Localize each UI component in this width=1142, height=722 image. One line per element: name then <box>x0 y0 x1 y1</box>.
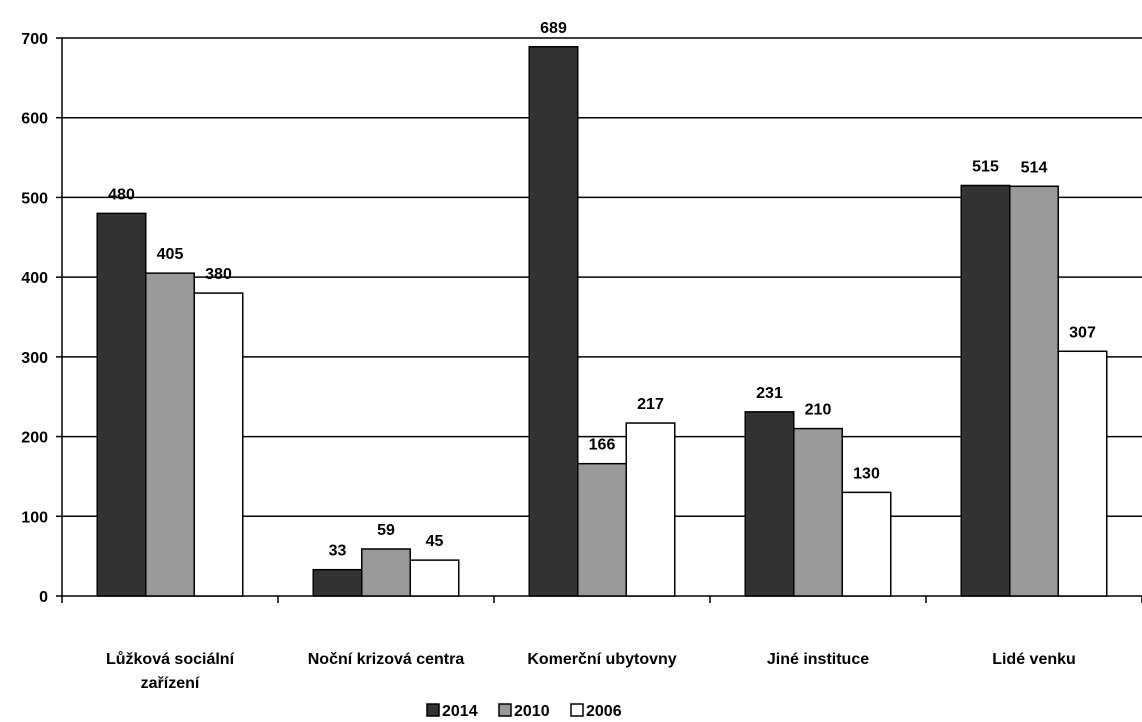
bar-2010 <box>1009 185 1059 597</box>
data-label: 689 <box>540 20 567 37</box>
legend-label: 2006 <box>586 703 622 720</box>
y-tick-label: 500 <box>21 190 48 207</box>
data-label: 380 <box>205 266 232 283</box>
y-tick-label: 400 <box>21 270 48 287</box>
bar-2014 <box>528 46 579 597</box>
x-category-label: Noční krizová centra <box>308 651 465 668</box>
bar-2006 <box>841 491 892 597</box>
bar-2010 <box>793 427 843 597</box>
data-labels: 480 33 689 231 515 405 59 166 210 514 380 45 217 130 3… <box>108 20 1096 560</box>
bar-2006 <box>409 559 460 597</box>
y-tick-label: 700 <box>21 31 48 48</box>
x-category-label: Lidé venku <box>992 651 1076 668</box>
bar-2006 <box>625 422 676 597</box>
y-axis: 0 100 200 300 400 500 600 700 <box>21 31 63 606</box>
x-axis: Lůžková sociální zařízení Noční krizová ce… <box>61 595 1142 692</box>
data-label: 217 <box>637 396 664 413</box>
data-label: 231 <box>756 385 783 402</box>
data-label: 130 <box>853 465 880 482</box>
bar-2014 <box>960 184 1011 597</box>
y-tick-label: 600 <box>21 111 48 128</box>
bar-2014 <box>744 411 795 597</box>
bar-2010 <box>577 462 627 597</box>
bar-2006 <box>193 292 244 597</box>
y-tick-label: 100 <box>21 509 48 526</box>
data-label: 514 <box>1021 159 1048 176</box>
data-label: 33 <box>329 543 347 560</box>
bars <box>96 46 1108 597</box>
y-tick-label: 200 <box>21 430 48 447</box>
bar-2014 <box>312 568 363 597</box>
legend-swatch <box>426 703 440 717</box>
y-tick-label: 300 <box>21 350 48 367</box>
x-category-label: Jiné instituce <box>767 651 869 668</box>
legend: 2014 2010 2006 <box>426 703 622 720</box>
legend-swatch <box>570 703 584 717</box>
y-tick-label: 0 <box>39 589 48 606</box>
bar-2014 <box>96 212 147 597</box>
data-label: 59 <box>377 522 395 539</box>
legend-swatch <box>498 703 512 717</box>
legend-label: 2014 <box>442 703 478 720</box>
x-category-label: Lůžková sociální <box>106 651 235 668</box>
bar-2010 <box>361 548 411 597</box>
legend-label: 2010 <box>514 703 550 720</box>
data-label: 515 <box>972 158 999 175</box>
x-category-label: Komerční ubytovny <box>527 651 676 668</box>
bar-2006 <box>1057 350 1108 597</box>
bar-2010 <box>145 272 195 597</box>
x-category-label: zařízení <box>141 675 200 692</box>
data-label: 405 <box>157 246 184 263</box>
data-label: 307 <box>1069 324 1096 341</box>
data-label: 210 <box>805 402 832 419</box>
data-label: 480 <box>108 186 135 203</box>
data-label: 45 <box>426 533 444 550</box>
data-label: 166 <box>589 437 616 454</box>
